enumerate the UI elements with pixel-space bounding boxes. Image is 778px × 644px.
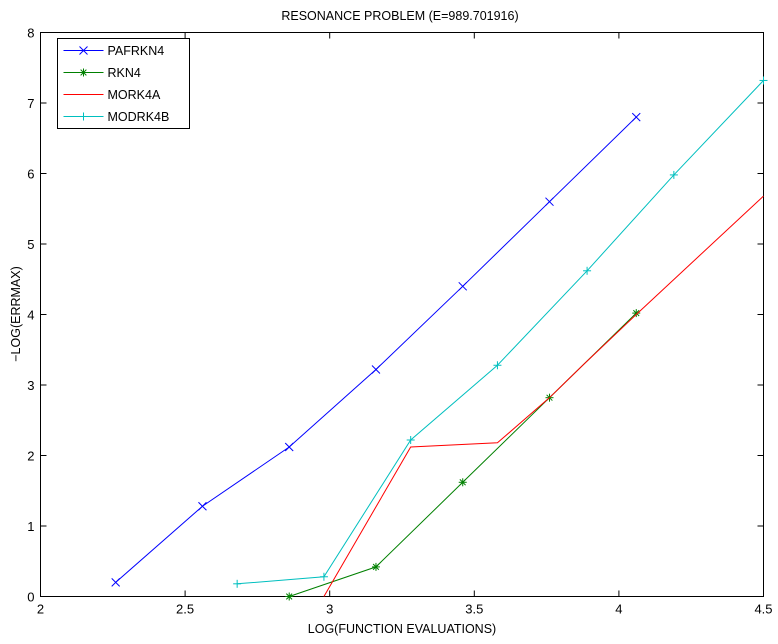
- y-tick-label: 5: [27, 237, 34, 252]
- chart-title: RESONANCE PROBLEM (E=989.701916): [281, 9, 518, 23]
- x-tick-label: 3: [326, 602, 333, 617]
- data-point: [632, 309, 641, 318]
- data-point: [111, 578, 121, 587]
- data-point: [583, 266, 592, 275]
- legend-item: MORK4A: [63, 88, 161, 102]
- y-tick-label: 7: [27, 96, 34, 111]
- legend-label: RKN4: [108, 66, 141, 80]
- x-tick-label: 4: [615, 602, 622, 617]
- data-point: [371, 562, 380, 571]
- y-tick-label: 4: [27, 308, 34, 323]
- data-point: [198, 501, 207, 511]
- series-layer: [111, 76, 768, 601]
- y-axis-label: −LOG(ERRMAX): [9, 266, 23, 362]
- data-point: [759, 76, 768, 85]
- data-point: [79, 68, 88, 77]
- series-modrk4b: [233, 76, 768, 588]
- data-point: [406, 435, 415, 444]
- legend-item: PAFRKN4: [63, 44, 165, 58]
- y-tick-label: 3: [27, 378, 34, 393]
- data-point: [631, 112, 641, 122]
- data-point: [233, 579, 242, 588]
- data-point: [458, 478, 467, 487]
- series-mork4a: [323, 195, 764, 597]
- data-point: [79, 112, 88, 121]
- data-point: [285, 592, 294, 601]
- legend-label: MORK4A: [108, 88, 161, 102]
- x-tick-label: 4.5: [754, 602, 772, 617]
- series-line: [323, 195, 764, 597]
- data-point: [319, 572, 328, 581]
- data-point: [545, 197, 554, 207]
- data-point: [284, 442, 294, 452]
- x-tick-label: 2.5: [176, 602, 194, 617]
- legend-label: PAFRKN4: [108, 44, 165, 58]
- x-axis-label: LOG(FUNCTION EVALUATIONS): [308, 622, 496, 636]
- x-tick-label: 3.5: [465, 602, 483, 617]
- data-point: [371, 365, 381, 374]
- axis-ticks: 2 2.5 3 3.5 4 4.5 0 1 2 3 4 5 6 7 8: [27, 26, 772, 617]
- legend-box: [57, 38, 190, 129]
- x-tick-label: 2: [37, 602, 44, 617]
- data-point: [458, 281, 468, 291]
- y-tick-label: 1: [27, 519, 34, 534]
- legend-item: RKN4: [63, 66, 141, 80]
- legend-label: MODRK4B: [108, 110, 170, 124]
- data-point: [79, 46, 88, 55]
- data-point: [493, 361, 502, 370]
- y-tick-label: 6: [27, 167, 34, 182]
- series-pafrkn4: [111, 112, 641, 587]
- legend: PAFRKN4 RKN4 MORK4A MODRK4B: [57, 38, 190, 129]
- data-point: [669, 170, 678, 179]
- legend-item: MODRK4B: [63, 110, 170, 124]
- y-tick-label: 8: [27, 26, 34, 41]
- y-tick-label: 2: [27, 449, 34, 464]
- y-tick-label: 0: [27, 590, 34, 605]
